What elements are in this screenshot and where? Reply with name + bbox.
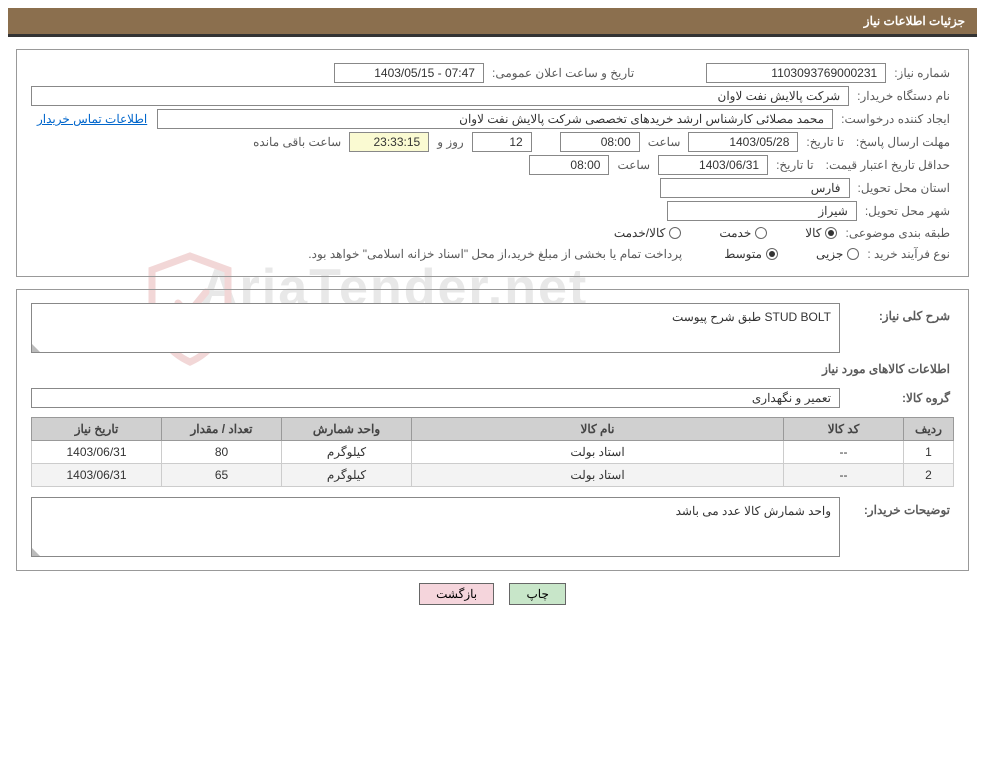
days-label: روز و bbox=[433, 133, 468, 151]
cell-unit: کیلوگرم bbox=[282, 441, 412, 464]
th-row: ردیف bbox=[904, 418, 954, 441]
th-unit: واحد شمارش bbox=[282, 418, 412, 441]
th-name: نام کالا bbox=[412, 418, 784, 441]
buyer-org-label: نام دستگاه خریدار: bbox=[853, 87, 954, 105]
radio-dot-icon bbox=[669, 227, 681, 239]
items-title: اطلاعات کالاهای مورد نیاز bbox=[31, 356, 954, 382]
th-code: کد کالا bbox=[784, 418, 904, 441]
to-date-label-1: تا تاریخ: bbox=[802, 133, 848, 151]
need-panel: شرح کلی نیاز: STUD BOLT طبق شرح پیوست اط… bbox=[16, 289, 969, 571]
min-price-label: حداقل تاریخ اعتبار قیمت: bbox=[822, 156, 954, 174]
radio-medium[interactable]: متوسط bbox=[724, 247, 778, 261]
cell-unit: کیلوگرم bbox=[282, 464, 412, 487]
radio-dot-icon bbox=[847, 248, 859, 260]
deadline-time: 08:00 bbox=[560, 132, 640, 152]
radio-medium-label: متوسط bbox=[724, 247, 762, 261]
button-bar: چاپ بازگشت bbox=[12, 583, 973, 605]
remaining-label: ساعت باقی مانده bbox=[249, 133, 345, 151]
announce-value: 07:47 - 1403/05/15 bbox=[334, 63, 484, 83]
radio-dot-icon bbox=[755, 227, 767, 239]
desc-label: شرح کلی نیاز: bbox=[844, 303, 954, 329]
cell-need-date: 1403/06/31 bbox=[32, 441, 162, 464]
table-row: 1 -- استاد بولت کیلوگرم 80 1403/06/31 bbox=[32, 441, 954, 464]
resize-handle-icon[interactable] bbox=[32, 548, 40, 556]
radio-service-label: خدمت bbox=[719, 226, 751, 240]
cell-qty: 80 bbox=[162, 441, 282, 464]
treasury-note: پرداخت تمام یا بخشی از مبلغ خرید،از محل … bbox=[304, 245, 686, 263]
days-remaining: 12 bbox=[472, 132, 532, 152]
purchase-type-label: نوع فرآیند خرید : bbox=[863, 245, 954, 263]
print-button[interactable]: چاپ bbox=[509, 583, 565, 605]
cell-code: -- bbox=[784, 441, 904, 464]
requester-label: ایجاد کننده درخواست: bbox=[837, 110, 954, 128]
city-value: شیراز bbox=[667, 201, 857, 221]
radio-minor[interactable]: جزیی bbox=[816, 247, 859, 261]
need-number-label: شماره نیاز: bbox=[890, 64, 954, 82]
countdown-timer: 23:33:15 bbox=[349, 132, 429, 152]
radio-good-label: کالا bbox=[805, 226, 821, 240]
time-label-1: ساعت bbox=[644, 133, 685, 151]
buyer-notes-value: واحد شمارش کالا عدد می باشد bbox=[676, 504, 831, 518]
back-button[interactable]: بازگشت bbox=[419, 583, 494, 605]
table-row: 2 -- استاد بولت کیلوگرم 65 1403/06/31 bbox=[32, 464, 954, 487]
cell-name: استاد بولت bbox=[412, 441, 784, 464]
province-label: استان محل تحویل: bbox=[854, 179, 954, 197]
desc-textarea[interactable]: STUD BOLT طبق شرح پیوست bbox=[31, 303, 840, 353]
min-price-time: 08:00 bbox=[529, 155, 609, 175]
buyer-org-value: شرکت پالایش نفت لاوان bbox=[31, 86, 849, 106]
desc-value: STUD BOLT طبق شرح پیوست bbox=[672, 310, 831, 324]
group-value: تعمیر و نگهداری bbox=[31, 388, 840, 408]
city-label: شهر محل تحویل: bbox=[861, 202, 954, 220]
need-number-value: 1103093769000231 bbox=[706, 63, 886, 83]
radio-minor-label: جزیی bbox=[816, 247, 843, 261]
announce-label: تاریخ و ساعت اعلان عمومی: bbox=[488, 64, 638, 82]
deadline-date: 1403/05/28 bbox=[688, 132, 798, 152]
radio-dot-icon bbox=[766, 248, 778, 260]
cell-row: 1 bbox=[904, 441, 954, 464]
cell-name: استاد بولت bbox=[412, 464, 784, 487]
province-value: فارس bbox=[660, 178, 850, 198]
radio-service[interactable]: خدمت bbox=[719, 226, 767, 240]
page-title: جزئیات اطلاعات نیاز bbox=[864, 14, 965, 28]
to-date-label-2: تا تاریخ: bbox=[772, 156, 818, 174]
th-qty: تعداد / مقدار bbox=[162, 418, 282, 441]
requester-value: محمد مصلائی کارشناس ارشد خریدهای تخصصی ش… bbox=[157, 109, 833, 129]
cell-need-date: 1403/06/31 bbox=[32, 464, 162, 487]
cell-qty: 65 bbox=[162, 464, 282, 487]
category-label: طبقه بندی موضوعی: bbox=[841, 224, 954, 242]
buyer-notes-textarea[interactable]: واحد شمارش کالا عدد می باشد bbox=[31, 497, 840, 557]
resize-handle-icon[interactable] bbox=[32, 344, 40, 352]
deadline-label: مهلت ارسال پاسخ: bbox=[852, 133, 954, 151]
radio-good-service[interactable]: کالا/خدمت bbox=[614, 226, 681, 240]
radio-dot-icon bbox=[825, 227, 837, 239]
th-need-date: تاریخ نیاز bbox=[32, 418, 162, 441]
radio-good-service-label: کالا/خدمت bbox=[614, 226, 665, 240]
contact-link[interactable]: اطلاعات تماس خریدار bbox=[31, 112, 153, 126]
info-panel: شماره نیاز: 1103093769000231 تاریخ و ساع… bbox=[16, 49, 969, 277]
buyer-notes-label: توضیحات خریدار: bbox=[844, 497, 954, 523]
page-header: جزئیات اطلاعات نیاز bbox=[8, 8, 977, 37]
cell-code: -- bbox=[784, 464, 904, 487]
group-label: گروه کالا: bbox=[844, 385, 954, 411]
items-table: ردیف کد کالا نام کالا واحد شمارش تعداد /… bbox=[31, 417, 954, 487]
min-price-date: 1403/06/31 bbox=[658, 155, 768, 175]
radio-good[interactable]: کالا bbox=[805, 226, 837, 240]
cell-row: 2 bbox=[904, 464, 954, 487]
time-label-2: ساعت bbox=[613, 156, 654, 174]
